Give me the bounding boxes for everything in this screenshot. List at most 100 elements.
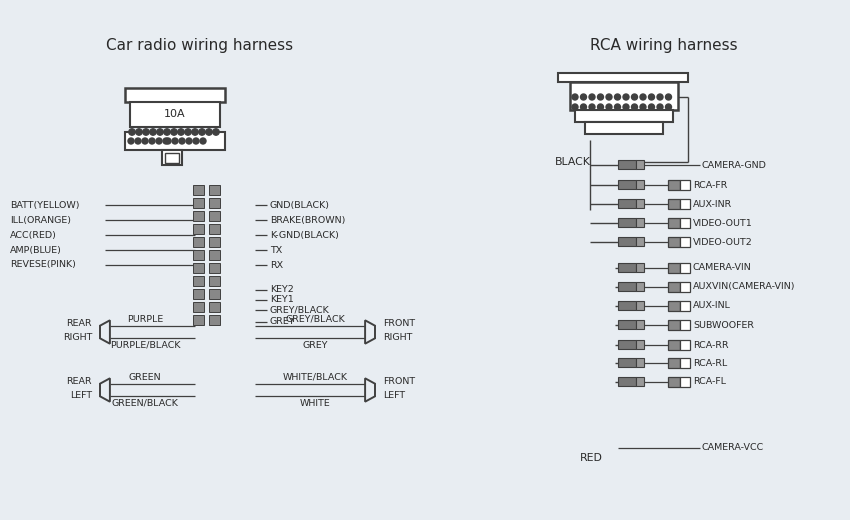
Circle shape <box>179 138 185 144</box>
Bar <box>636 358 644 367</box>
Bar <box>209 289 220 299</box>
Text: AMP(BLUE): AMP(BLUE) <box>10 245 62 254</box>
Text: KEY2: KEY2 <box>270 285 294 294</box>
Circle shape <box>128 138 134 144</box>
Text: FRONT: FRONT <box>383 378 415 386</box>
Text: GREEN/BLACK: GREEN/BLACK <box>111 398 178 408</box>
Bar <box>668 377 680 387</box>
Circle shape <box>572 94 578 100</box>
Text: PURPLE: PURPLE <box>127 315 163 323</box>
Circle shape <box>623 94 629 100</box>
Bar <box>680 358 690 368</box>
Bar <box>162 150 182 165</box>
Bar <box>193 250 204 260</box>
Text: GREY/BLACK: GREY/BLACK <box>270 306 330 315</box>
Bar <box>618 320 636 329</box>
Bar <box>680 320 690 330</box>
Bar <box>668 340 680 350</box>
Bar <box>636 377 644 386</box>
Bar <box>125 88 225 102</box>
Bar <box>618 282 636 291</box>
Circle shape <box>129 129 135 135</box>
Text: 10A: 10A <box>164 109 186 119</box>
Circle shape <box>666 104 672 110</box>
Text: KEY1: KEY1 <box>270 295 294 305</box>
Bar <box>680 301 690 311</box>
Bar <box>668 358 680 368</box>
Text: RED: RED <box>580 453 603 463</box>
Bar <box>193 263 204 273</box>
Bar <box>618 218 636 227</box>
Bar <box>680 377 690 387</box>
Text: REAR: REAR <box>66 319 92 329</box>
Bar <box>636 301 644 310</box>
Circle shape <box>200 138 206 144</box>
Bar <box>575 110 673 122</box>
Text: BLACK: BLACK <box>555 157 591 167</box>
Bar <box>680 180 690 190</box>
Circle shape <box>589 94 595 100</box>
Bar <box>193 276 204 286</box>
Circle shape <box>178 129 184 135</box>
Bar <box>193 211 204 221</box>
Text: CAMERA-VCC: CAMERA-VCC <box>702 444 764 452</box>
Circle shape <box>156 138 162 144</box>
Text: WHITE/BLACK: WHITE/BLACK <box>282 372 348 382</box>
Bar <box>668 301 680 311</box>
Text: LEFT: LEFT <box>383 391 405 399</box>
Text: ACC(RED): ACC(RED) <box>10 230 57 240</box>
Circle shape <box>606 104 612 110</box>
Text: K-GND(BLACK): K-GND(BLACK) <box>270 230 339 240</box>
Text: CAMERA-GND: CAMERA-GND <box>702 161 767 170</box>
Circle shape <box>649 104 654 110</box>
Text: RCA-FR: RCA-FR <box>693 180 728 189</box>
Text: BATT(YELLOW): BATT(YELLOW) <box>10 201 80 210</box>
Circle shape <box>632 104 638 110</box>
Bar <box>209 315 220 325</box>
Circle shape <box>623 104 629 110</box>
Circle shape <box>649 94 654 100</box>
Circle shape <box>640 104 646 110</box>
Circle shape <box>149 138 155 144</box>
Bar <box>668 320 680 330</box>
Text: AUX-INL: AUX-INL <box>693 302 731 310</box>
Bar <box>209 185 220 195</box>
Bar <box>209 250 220 260</box>
Text: AUX-INR: AUX-INR <box>693 200 732 209</box>
Text: AUXVIN(CAMERA-VIN): AUXVIN(CAMERA-VIN) <box>693 282 796 292</box>
Text: SUBWOOFER: SUBWOOFER <box>693 320 754 330</box>
Bar <box>209 263 220 273</box>
Text: PURPLE/BLACK: PURPLE/BLACK <box>110 341 180 349</box>
Bar <box>618 301 636 310</box>
Circle shape <box>589 104 595 110</box>
Text: GREY: GREY <box>270 318 296 327</box>
Bar <box>636 282 644 291</box>
Bar <box>193 237 204 247</box>
Bar <box>680 340 690 350</box>
Circle shape <box>615 94 620 100</box>
Bar <box>680 282 690 292</box>
Circle shape <box>193 138 199 144</box>
Text: VIDEO-OUT1: VIDEO-OUT1 <box>693 218 753 228</box>
Circle shape <box>598 94 604 100</box>
Bar <box>193 302 204 312</box>
Bar <box>558 73 688 82</box>
Circle shape <box>666 94 672 100</box>
Circle shape <box>632 94 638 100</box>
Circle shape <box>581 104 586 110</box>
Bar <box>193 224 204 234</box>
Bar <box>668 199 680 209</box>
Circle shape <box>206 129 212 135</box>
Circle shape <box>184 129 191 135</box>
Text: RCA wiring harness: RCA wiring harness <box>590 37 738 53</box>
Circle shape <box>606 94 612 100</box>
Circle shape <box>598 104 604 110</box>
Circle shape <box>163 138 169 144</box>
Text: WHITE: WHITE <box>299 398 331 408</box>
Text: RIGHT: RIGHT <box>63 332 92 342</box>
Circle shape <box>142 138 148 144</box>
Circle shape <box>164 129 170 135</box>
Circle shape <box>572 104 578 110</box>
Circle shape <box>143 129 150 135</box>
Circle shape <box>150 129 156 135</box>
